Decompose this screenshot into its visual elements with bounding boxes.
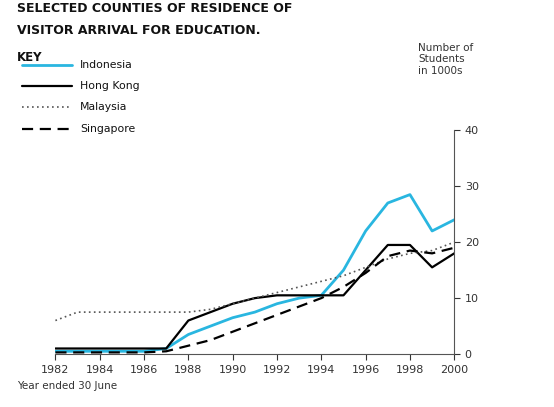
Text: Indonesia: Indonesia	[80, 60, 133, 70]
Text: Malaysia: Malaysia	[80, 103, 128, 112]
Text: SELECTED COUNTIES OF RESIDENCE OF: SELECTED COUNTIES OF RESIDENCE OF	[17, 2, 292, 15]
Text: Hong Kong: Hong Kong	[80, 81, 140, 91]
Text: KEY: KEY	[17, 51, 42, 64]
Text: Singapore: Singapore	[80, 124, 136, 133]
Text: Number of
Students
in 1000s: Number of Students in 1000s	[418, 43, 474, 76]
Text: Year ended 30 June: Year ended 30 June	[17, 381, 117, 391]
Text: VISITOR ARRIVAL FOR EDUCATION.: VISITOR ARRIVAL FOR EDUCATION.	[17, 24, 260, 37]
